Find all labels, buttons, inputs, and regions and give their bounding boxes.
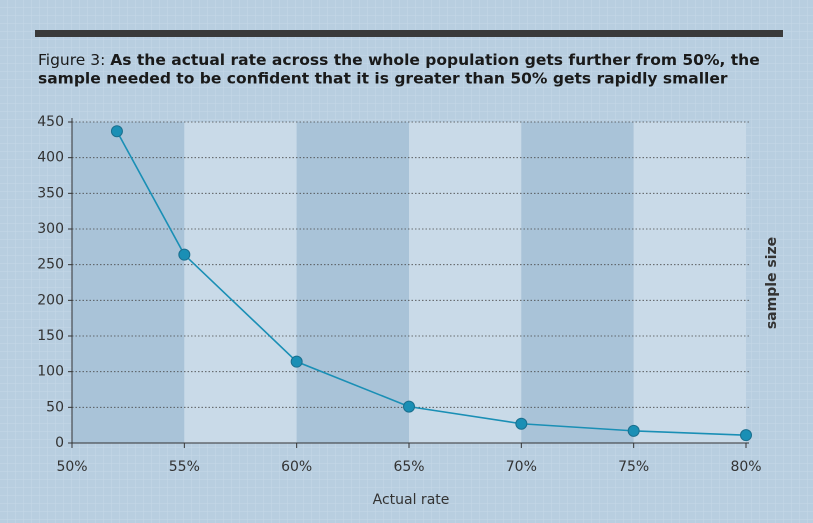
y-tick-label: 400 [37, 150, 64, 166]
x-tick-label: 60% [281, 459, 312, 475]
y-tick-label: 150 [37, 328, 64, 344]
data-point [515, 417, 528, 430]
data-point [178, 248, 191, 261]
plot-band [72, 122, 185, 443]
figure-label: Figure 3: [38, 51, 105, 69]
x-tick-label: 50% [56, 459, 87, 475]
y-tick-label: 100 [37, 364, 64, 380]
data-point [403, 400, 415, 413]
header-bar [35, 30, 783, 37]
x-tick-label: 80% [730, 459, 761, 475]
data-point [290, 355, 303, 368]
data-point [110, 125, 123, 138]
y-tick-label: 350 [37, 185, 64, 201]
y-tick-label: 450 [37, 114, 64, 130]
plot-band [184, 122, 297, 443]
title-line: As the actual rate across the whole popu… [110, 51, 759, 69]
y-tick-label: 250 [37, 257, 64, 273]
plot-band [409, 122, 522, 443]
chart-title: Figure 3: As the actual rate across the … [38, 51, 760, 69]
plot-band [633, 122, 746, 443]
x-tick-label: 75% [618, 459, 649, 475]
data-point [740, 429, 752, 442]
y-axis-label: sample size [764, 237, 780, 329]
plot-band [296, 122, 409, 443]
y-tick-label: 300 [37, 221, 64, 237]
title-line: sample needed to be confident that it is… [38, 70, 728, 88]
x-tick-label: 70% [506, 459, 537, 475]
y-tick-label: 50 [46, 399, 64, 415]
y-tick-label: 0 [55, 435, 64, 451]
data-point [627, 424, 640, 437]
x-tick-label: 55% [169, 459, 200, 475]
x-tick-label: 65% [393, 459, 424, 475]
plot-band [521, 122, 634, 443]
x-axis-label: Actual rate [373, 492, 450, 508]
y-tick-label: 200 [37, 292, 64, 308]
